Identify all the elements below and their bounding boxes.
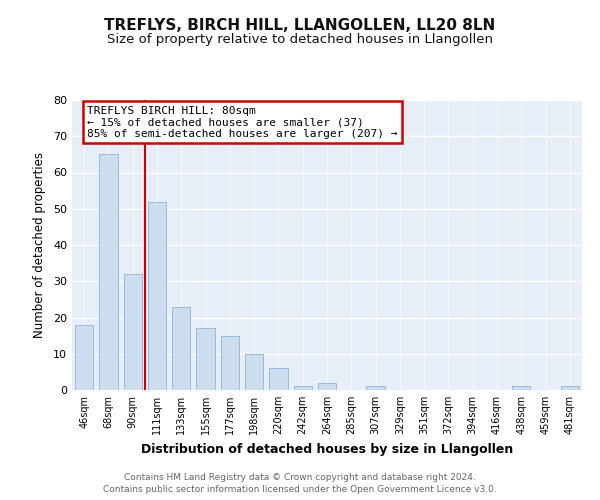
Text: Contains public sector information licensed under the Open Government Licence v3: Contains public sector information licen… [103,485,497,494]
Bar [148,202,166,390]
Bar [367,386,385,390]
X-axis label: Distribution of detached houses by size in Llangollen: Distribution of detached houses by size … [141,442,513,456]
Text: TREFLYS BIRCH HILL: 80sqm
← 15% of detached houses are smaller (37)
85% of semi-: TREFLYS BIRCH HILL: 80sqm ← 15% of detac… [88,106,398,139]
Bar [172,306,190,390]
Bar [318,383,336,390]
Bar [269,368,287,390]
Bar [512,386,530,390]
Bar [100,154,118,390]
Bar [293,386,312,390]
Text: Contains HM Land Registry data © Crown copyright and database right 2024.: Contains HM Land Registry data © Crown c… [124,472,476,482]
Bar [75,325,93,390]
Bar [561,386,579,390]
Text: TREFLYS, BIRCH HILL, LLANGOLLEN, LL20 8LN: TREFLYS, BIRCH HILL, LLANGOLLEN, LL20 8L… [104,18,496,32]
Bar [245,354,263,390]
Bar [221,336,239,390]
Text: Size of property relative to detached houses in Llangollen: Size of property relative to detached ho… [107,32,493,46]
Y-axis label: Number of detached properties: Number of detached properties [33,152,46,338]
Bar [196,328,215,390]
Bar [124,274,142,390]
